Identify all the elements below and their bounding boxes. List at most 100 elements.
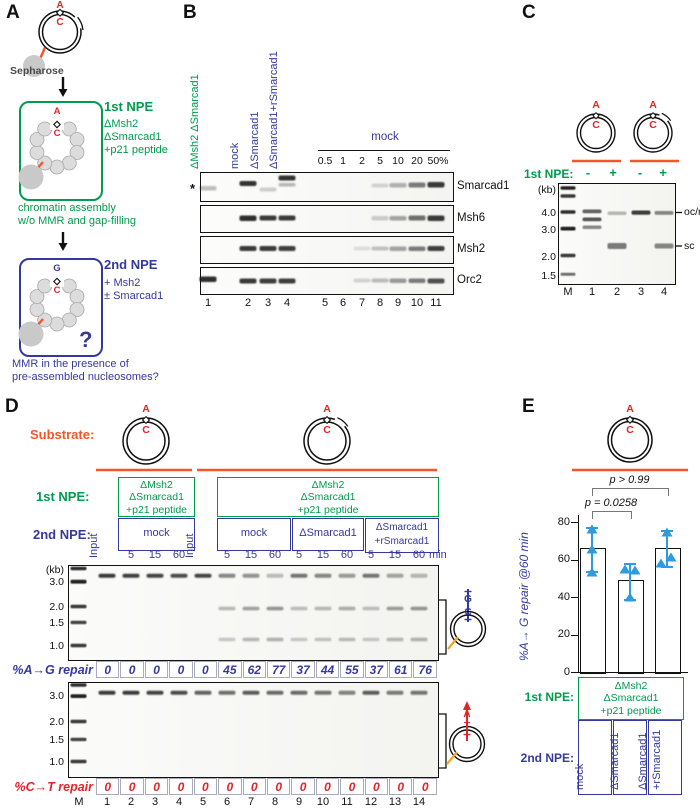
panelD-lane-2: 2	[127, 796, 135, 808]
panelB-blot-label-4: Orc2	[457, 274, 482, 286]
panelD-bracket-1	[439, 599, 447, 655]
repair-value-cell: 77	[266, 661, 291, 678]
repair-value-cell: 76	[413, 661, 437, 678]
panelB-dilution-6: 50%	[427, 155, 449, 167]
panelC-ocr-label: oc/r	[684, 206, 700, 218]
panelB-lane-3: 3	[264, 297, 272, 309]
panelA-npe1-line1: ΔMsh2	[104, 118, 139, 130]
panelB-lane-1: 1	[204, 297, 212, 309]
panelD-lane-3: 3	[151, 796, 159, 808]
panelD-repair2-label: %C→T repair	[14, 780, 94, 794]
panelD-lane-4: 4	[175, 796, 183, 808]
panelC-npe-label: 1st NPE:	[524, 167, 574, 181]
panelD-time-g2-60: 60	[268, 549, 282, 561]
panelD-time-g1-60: 60	[172, 549, 186, 561]
panelD-s2-base-A: A	[323, 403, 331, 415]
panelA-arrow-1	[58, 77, 68, 97]
panelD-diag2-T: T	[463, 721, 471, 732]
panelE-npe2-box-1	[578, 720, 612, 795]
panelE-ytick-20: 20	[557, 628, 570, 640]
panelA-npe2-line2: ± Smarcad1	[104, 290, 164, 302]
panelD-substrate-label: Substrate:	[30, 427, 95, 442]
panelD-npe1-box-1: ΔMsh2 ΔSmarcad1 +p21 peptide	[118, 477, 195, 517]
panelD-g2-ladder-10: 1.0	[49, 756, 64, 768]
panelD-diag1-G: G	[464, 594, 472, 605]
blot-msh6	[200, 205, 454, 233]
panelE-bar-dsmarcad1	[618, 580, 644, 674]
panelC-sc-label: sc	[684, 240, 695, 252]
repair-value-cell: 0	[242, 778, 266, 795]
panelD-time-g3-15: 15	[316, 549, 330, 561]
repair-value-cell: 55	[340, 661, 364, 678]
panelE-tick-0	[571, 672, 578, 673]
panelB-lane-9: 9	[394, 297, 402, 309]
panelD-lane-9: 9	[295, 796, 303, 808]
panelD-lane-14: 14	[412, 796, 426, 808]
panelD-time-g4-15: 15	[388, 549, 402, 561]
repair-value-cell: 44	[315, 661, 340, 678]
panelE-npe2-label: 2nd NPE:	[520, 751, 574, 765]
panelB-dilution-rule	[318, 150, 450, 151]
panelD-lane-1: 1	[103, 796, 111, 808]
repair-value-cell: 37	[364, 661, 389, 678]
panelC-p2-base-C: C	[649, 119, 657, 131]
panelC-lane-2: 2	[613, 286, 621, 298]
panelB-dilution-1: 1	[340, 155, 346, 167]
panelB-dilution-0: 0.5	[317, 155, 333, 167]
panelD-kb-label: (kb)	[45, 564, 64, 576]
repair-value-cell: 0	[193, 661, 218, 678]
panelE-npe2-box-3	[648, 720, 682, 795]
repair-value-cell: 0	[96, 778, 120, 795]
panelA-top-base-A: A	[56, 0, 64, 11]
panelB-col-label-4: ΔSmarcad1+rSmarcad1	[267, 51, 280, 169]
panelD-repair1-label: %A→G repair	[12, 663, 93, 677]
panelD-s1-base-C: C	[142, 424, 150, 436]
panelD-lane-10: 10	[316, 796, 330, 808]
panelC-lane-4: 4	[660, 286, 668, 298]
panelD-g2-ladder-30: 3.0	[49, 690, 64, 702]
panelA-top-base-C: C	[56, 17, 64, 28]
gel-panelD-top	[68, 565, 439, 661]
repair-value-cell: 0	[120, 661, 144, 678]
panelB-col-label-2: mock	[228, 142, 241, 169]
panelE-sig-bracket-top	[592, 488, 669, 496]
panelC-ladder-4: 4.0	[541, 207, 556, 219]
panelD-diag2-A: A	[463, 709, 471, 720]
panelE-ytick-0: 0	[563, 666, 570, 678]
panelE-ytick-60: 60	[557, 553, 570, 565]
panelE-sig-bracket-bottom	[592, 511, 632, 519]
panelE-tick-20	[571, 634, 578, 636]
panelE-npe1-label: 1st NPE:	[524, 690, 574, 704]
repair-value-cell: 0	[340, 778, 364, 795]
panelE-npe2-text-3a: ΔSmarcad1	[636, 732, 649, 790]
panelE-y-axis	[578, 515, 579, 672]
panelA-npe2-box	[19, 258, 103, 357]
panelD-time-g3-60: 60	[340, 549, 354, 561]
repair-value-cell: 0	[96, 661, 120, 678]
panelD-repair1-values: 0 0 0 0 0 45 62 77 37 44 55 37 61 76	[96, 661, 437, 678]
panelA-caption1-line1: chromatin assembly	[18, 202, 116, 214]
panelB-lane-5: 5	[321, 297, 329, 309]
panelE-bar-rescue	[655, 548, 681, 674]
blot-smarcad1	[200, 172, 454, 202]
panelC-sign-2: +	[609, 165, 617, 180]
repair-value-cell: 45	[218, 661, 242, 678]
panelB-lane-8: 8	[376, 297, 384, 309]
panelD-g1-ladder-20: 2.0	[49, 601, 64, 613]
panelB-label: B	[183, 2, 197, 23]
panelA-sepharose-label: Sepharose	[10, 65, 64, 77]
panelB-blot-label-3: Msh2	[457, 243, 486, 255]
repair-value-cell: 61	[389, 661, 413, 678]
panelB-lane-6: 6	[339, 297, 347, 309]
panelC-p1-base-A: A	[592, 99, 600, 111]
panelD-lane-7: 7	[247, 796, 255, 808]
panelD-min-label: min	[429, 549, 447, 561]
panelD-g2-ladder-15: 1.5	[49, 734, 64, 746]
gel-panelC	[558, 183, 676, 285]
blot-orc2	[200, 267, 454, 295]
panelD-npe2-box-4: ΔSmarcad1 +rSmarcad1	[365, 518, 439, 553]
panelD-time-g1-15: 15	[148, 549, 162, 561]
repair-value-cell: 0	[389, 778, 413, 795]
panelE-ytick-80: 80	[557, 516, 570, 528]
repair-value-cell: 0	[413, 778, 437, 795]
